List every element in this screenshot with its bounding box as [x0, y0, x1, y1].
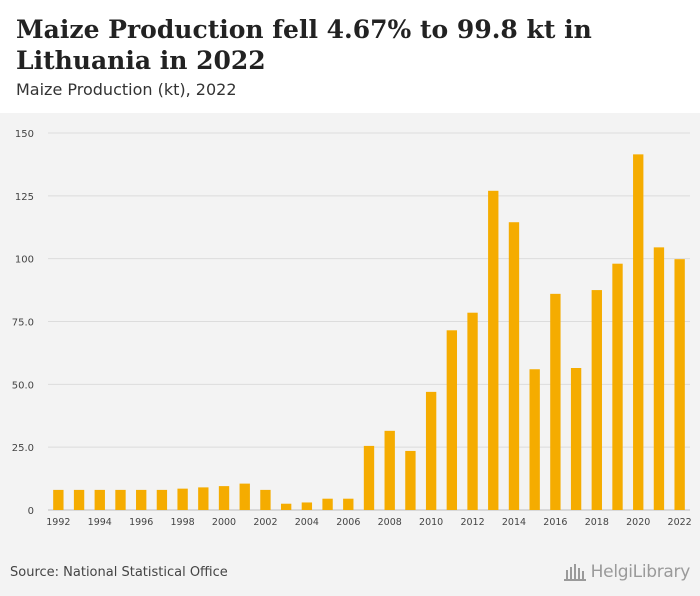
x-tick-label: 2006	[336, 517, 360, 528]
x-tick-label: 2014	[502, 517, 526, 528]
x-tick-label: 1992	[46, 517, 70, 528]
source-note: Source: National Statistical Office	[10, 565, 228, 580]
bar-2009[interactable]	[405, 450, 416, 510]
bar-2014[interactable]	[508, 222, 520, 510]
bar-2015[interactable]	[529, 369, 540, 510]
library-building-icon	[563, 564, 586, 581]
bar-2019[interactable]	[612, 263, 623, 510]
bar-2021[interactable]	[653, 247, 665, 511]
bar-2002[interactable]	[260, 489, 271, 510]
bar-2010[interactable]	[425, 391, 437, 510]
bar-2013[interactable]	[488, 190, 499, 510]
bar-2017[interactable]	[570, 368, 582, 510]
bar-2011[interactable]	[446, 330, 458, 510]
x-tick-label: 2002	[253, 517, 277, 528]
x-tick-label: 2020	[626, 517, 650, 528]
x-tick-label: 1998	[171, 517, 195, 528]
y-tick-label: 100	[15, 255, 34, 266]
y-tick-label: 25.0	[12, 443, 34, 454]
plot-background	[0, 113, 700, 553]
x-tick-label: 2022	[668, 517, 692, 528]
bar-1995[interactable]	[115, 489, 126, 510]
bar-1993[interactable]	[73, 489, 85, 510]
logo-text: HelgiLibrary	[590, 562, 691, 582]
x-tick-label: 2012	[460, 517, 484, 528]
bar-2003[interactable]	[280, 503, 292, 510]
chart-title: Maize Production fell 4.67% to 99.8 kt i…	[16, 15, 592, 75]
bar-2012[interactable]	[467, 312, 478, 510]
bar-2016[interactable]	[550, 293, 561, 510]
x-tick-label: 1996	[129, 517, 153, 528]
y-tick-label: 125	[15, 192, 34, 203]
bar-2007[interactable]	[363, 445, 375, 510]
bar-2006[interactable]	[343, 498, 354, 510]
x-tick-label: 2018	[585, 517, 609, 528]
header: Maize Production fell 4.67% to 99.8 kt i…	[0, 0, 700, 113]
x-tick-label: 2008	[378, 517, 402, 528]
bar-1998[interactable]	[177, 488, 188, 510]
footer: Source: National Statistical Office Helg…	[0, 553, 700, 596]
bar-layer	[53, 154, 685, 511]
bar-2001[interactable]	[239, 483, 250, 510]
x-tick-label: 2010	[419, 517, 443, 528]
chart-subtitle: Maize Production (kt), 2022	[16, 80, 237, 99]
x-tick-label: 1994	[88, 517, 112, 528]
label-layer: 0 25.0 50.0 75.0 100 125 150 1992 1994 1996 1998 20…	[12, 129, 692, 528]
bar-1992[interactable]	[53, 489, 64, 510]
bar-1999[interactable]	[198, 487, 209, 510]
x-tick-label: 2000	[212, 517, 236, 528]
y-tick-label: 150	[15, 129, 34, 140]
y-tick-label: 0	[28, 506, 34, 517]
bar-2020[interactable]	[633, 154, 644, 511]
bar-1994[interactable]	[94, 489, 105, 510]
bar-1996[interactable]	[136, 489, 147, 510]
bar-chart: 0 25.0 50.0 75.0 100 125 150 1992 1994 1996 1998 20…	[12, 129, 692, 528]
bar-1997[interactable]	[156, 489, 168, 510]
bar-2008[interactable]	[384, 430, 395, 510]
bar-2005[interactable]	[322, 498, 333, 510]
bar-2000[interactable]	[218, 486, 230, 510]
x-tick-label: 2016	[543, 517, 567, 528]
bar-2018[interactable]	[591, 290, 602, 510]
bar-2022[interactable]	[674, 259, 685, 510]
y-tick-label: 75.0	[12, 318, 34, 329]
helgi-library-logo[interactable]: HelgiLibrary	[563, 562, 690, 582]
bar-2004[interactable]	[301, 502, 313, 510]
x-tick-label: 2004	[295, 517, 319, 528]
y-tick-label: 50.0	[12, 380, 34, 391]
